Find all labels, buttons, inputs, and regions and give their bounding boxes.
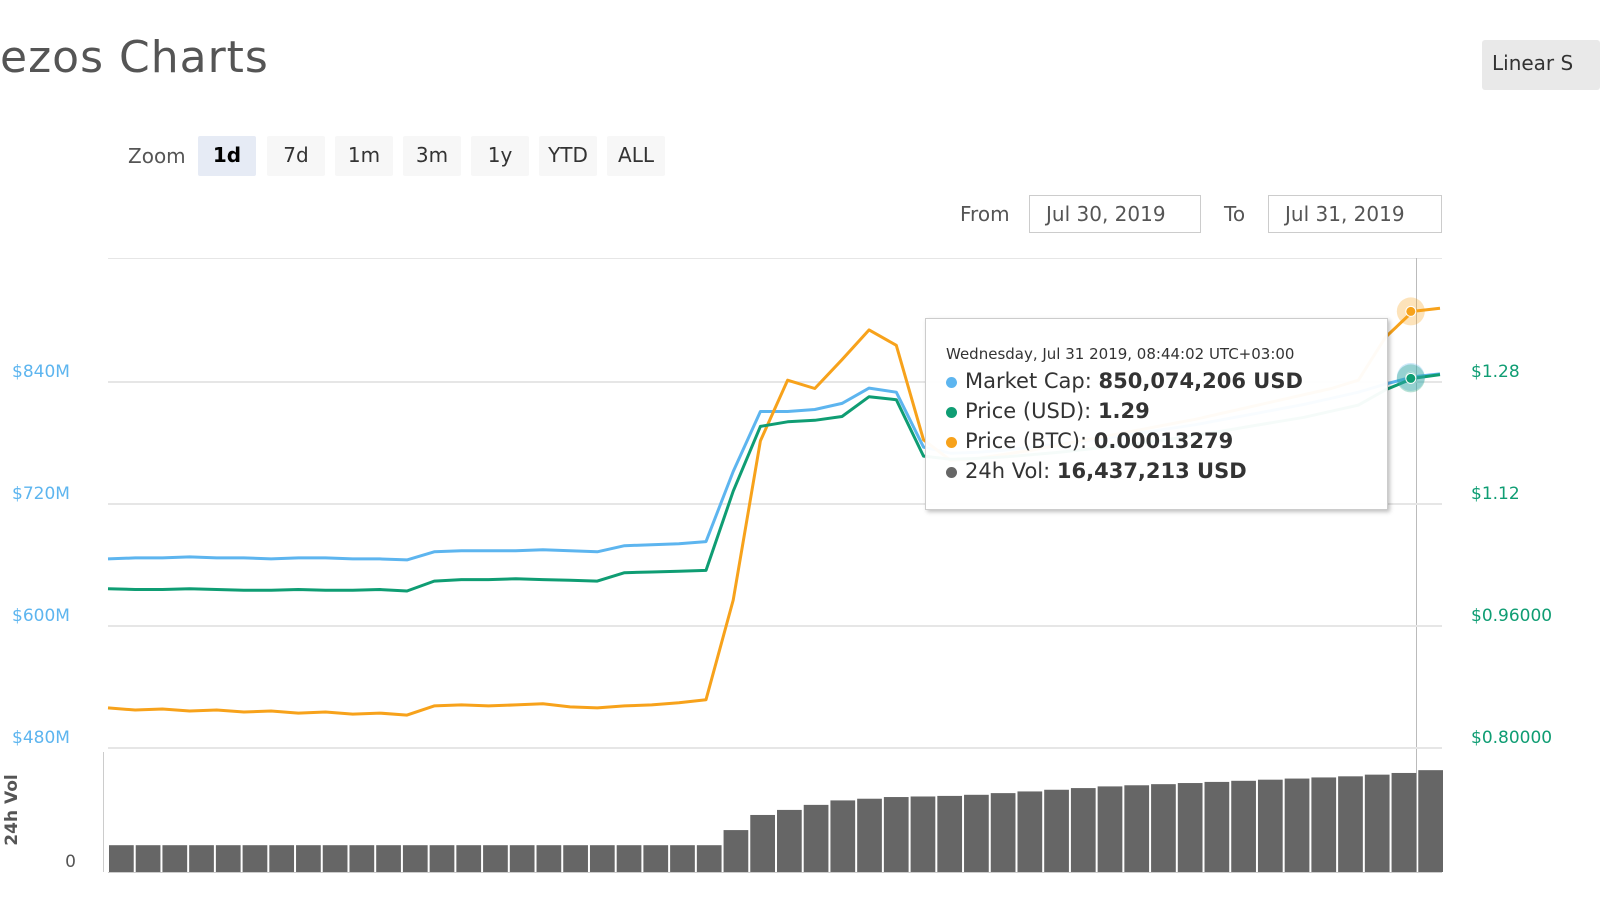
- volume-bar: [1257, 779, 1283, 872]
- page-title: ezos Charts: [0, 32, 269, 83]
- zoom-button[interactable]: 7d: [267, 136, 325, 176]
- volume-bar: [1204, 781, 1230, 872]
- tooltip-value: 850,074,206 USD: [1098, 369, 1303, 393]
- volume-bar: [563, 845, 588, 872]
- tooltip-label: Market Cap:: [965, 369, 1092, 393]
- volume-bar: [750, 814, 775, 872]
- scale-button[interactable]: Linear S: [1482, 40, 1600, 90]
- vol-axis-title: 24h Vol: [2, 774, 22, 845]
- volume-bar: [589, 845, 615, 872]
- volume-bar: [1124, 785, 1150, 872]
- y-tick-label: $720M: [12, 484, 70, 504]
- volume-bar: [1418, 770, 1443, 872]
- zoom-button[interactable]: 1d: [198, 136, 256, 176]
- hover-marker: [1405, 372, 1417, 384]
- y2-tick-label: $0.96000: [1471, 606, 1552, 626]
- tooltip-row: Market Cap: 850,074,206 USD: [946, 369, 1387, 399]
- y2-tick-label: $1.12: [1471, 484, 1520, 504]
- volume-bar: [536, 845, 562, 872]
- tooltip-value: 0.00013279: [1093, 429, 1234, 453]
- volume-bar: [1391, 772, 1417, 872]
- volume-bar: [135, 845, 161, 872]
- from-input[interactable]: Jul 30, 2019: [1029, 195, 1201, 233]
- zoom-button[interactable]: 1y: [471, 136, 529, 176]
- tooltip-row: Price (USD): 1.29: [946, 399, 1387, 429]
- tooltip-row: Price (BTC): 0.00013279: [946, 429, 1387, 459]
- volume-bar: [1231, 780, 1256, 872]
- volume-bar: [990, 793, 1016, 872]
- zoom-button[interactable]: 1m: [335, 136, 393, 176]
- tooltip-value: 1.29: [1097, 399, 1150, 423]
- tooltip-dot: [946, 407, 957, 418]
- tooltip-label: Price (USD):: [965, 399, 1092, 423]
- tooltip-value: 16,437,213 USD: [1056, 459, 1247, 483]
- volume-bar: [1017, 791, 1043, 872]
- tooltip-dot: [946, 437, 957, 448]
- volume-bar: [696, 845, 722, 872]
- volume-bar: [937, 795, 963, 872]
- volume-bar: [376, 845, 401, 872]
- zoom-label: Zoom: [128, 144, 186, 168]
- volume-bar: [643, 845, 669, 872]
- tooltip-header: Wednesday, Jul 31 2019, 08:44:02 UTC+03:…: [946, 345, 1295, 363]
- volume-bar: [803, 804, 829, 872]
- volume-bar: [777, 809, 802, 872]
- zoom-button[interactable]: ALL: [607, 136, 665, 176]
- volume-bar: [296, 845, 321, 872]
- volume-bar: [616, 845, 642, 872]
- volume-bar: [1070, 788, 1096, 872]
- volume-bar: [1338, 776, 1363, 872]
- volume-bar: [670, 845, 695, 872]
- tooltip-dot: [946, 467, 957, 478]
- volume-bar: [910, 796, 936, 872]
- volume-bar: [509, 845, 535, 872]
- tooltip-row: 24h Vol: 16,437,213 USD: [946, 459, 1387, 489]
- to-label: To: [1224, 202, 1246, 226]
- volume-bar: [429, 845, 455, 872]
- hover-marker: [1405, 305, 1417, 317]
- y-tick-label: $840M: [12, 362, 70, 382]
- volume-bar: [723, 830, 749, 872]
- volume-bar: [269, 845, 295, 872]
- vol-tick-label: 0: [65, 852, 76, 872]
- y2-tick-label: $0.80000: [1471, 728, 1552, 748]
- volume-bar: [830, 800, 856, 872]
- volume-bar: [1177, 783, 1203, 872]
- volume-bar: [162, 845, 188, 872]
- volume-bar: [1044, 789, 1069, 872]
- volume-bar: [402, 845, 428, 872]
- y2-tick-label: $1.28: [1471, 362, 1520, 382]
- to-input[interactable]: Jul 31, 2019: [1268, 195, 1442, 233]
- volume-bar: [483, 845, 508, 872]
- tooltip-rows: Market Cap: 850,074,206 USD Price (USD): …: [946, 369, 1387, 489]
- volume-bar: [242, 845, 268, 872]
- volume-bar: [215, 845, 241, 872]
- volume-bar: [883, 797, 909, 872]
- volume-bar: [189, 845, 214, 872]
- y-tick-label: $480M: [12, 728, 70, 748]
- y-tick-label: $600M: [12, 606, 70, 626]
- volume-bar: [109, 845, 134, 872]
- zoom-button[interactable]: YTD: [539, 136, 597, 176]
- volume-bar: [456, 845, 482, 872]
- volume-bar: [1097, 786, 1123, 872]
- from-label: From: [960, 202, 1010, 226]
- volume-bar: [964, 794, 989, 872]
- volume-bar: [322, 845, 348, 872]
- tooltip-label: Price (BTC):: [965, 429, 1088, 453]
- volume-bar: [1311, 777, 1337, 872]
- tooltip-label: 24h Vol:: [965, 459, 1051, 483]
- zoom-button[interactable]: 3m: [403, 136, 461, 176]
- volume-bar: [349, 845, 375, 872]
- tooltip: Wednesday, Jul 31 2019, 08:44:02 UTC+03:…: [925, 318, 1388, 510]
- volume-bar: [1151, 784, 1176, 872]
- volume-bar: [1364, 774, 1390, 872]
- volume-bar: [857, 798, 882, 872]
- volume-bar: [1284, 778, 1310, 872]
- tooltip-dot: [946, 377, 957, 388]
